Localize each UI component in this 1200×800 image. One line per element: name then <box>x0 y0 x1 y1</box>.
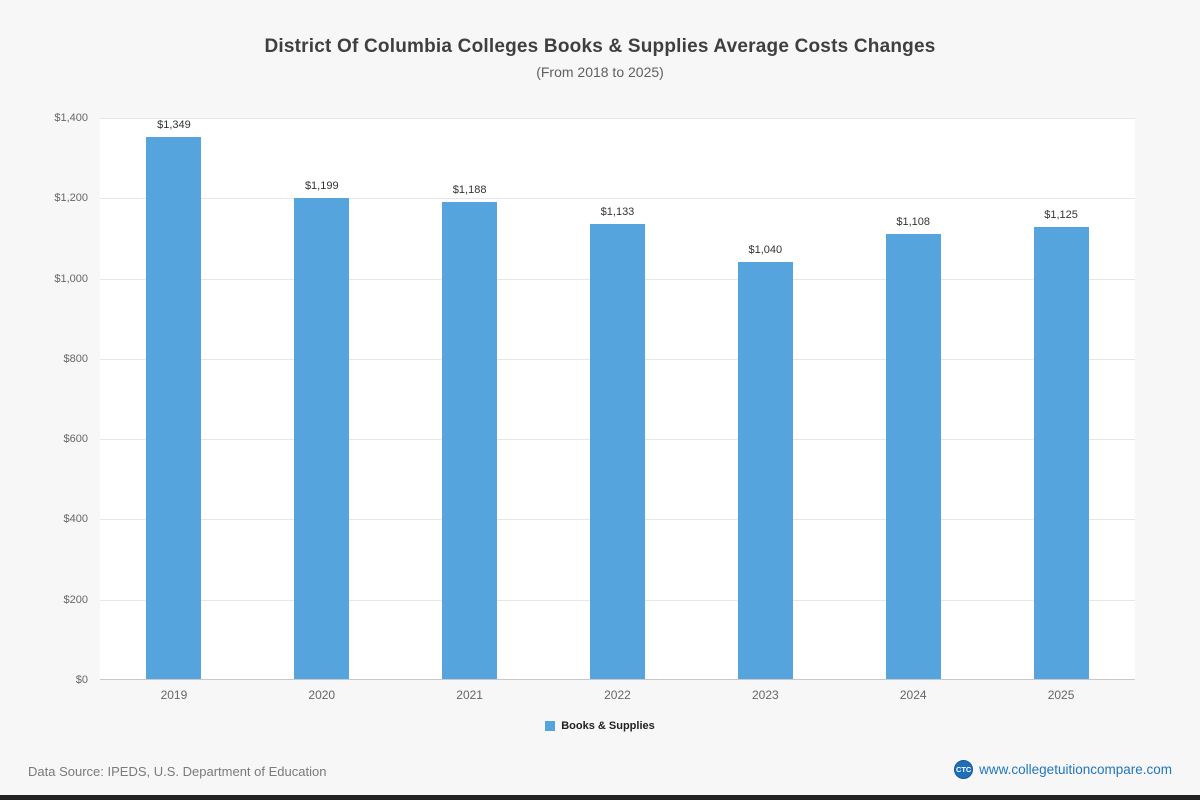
bar-value-label: $1,133 <box>600 206 635 219</box>
footer: Data Source: IPEDS, U.S. Department of E… <box>0 760 1200 790</box>
chart-title: District Of Columbia Colleges Books & Su… <box>264 36 936 57</box>
bar-value-label: $1,125 <box>1044 209 1078 222</box>
bar-value-label: $1,188 <box>452 184 487 197</box>
bar-value-label: $1,040 <box>748 243 783 256</box>
y-tick-label: $800 <box>63 352 88 365</box>
x-tick-label: 2020 <box>308 688 336 702</box>
legend-item-books-supplies[interactable]: Books & Supplies <box>0 720 1200 732</box>
bar-2021[interactable] <box>442 202 498 679</box>
y-tick-label: $1,000 <box>54 272 88 285</box>
data-source-text: Data Source: IPEDS, U.S. Department of E… <box>28 764 327 779</box>
x-tick-label: 2025 <box>1047 688 1075 702</box>
site-url: www.collegetuitioncompare.com <box>979 762 1172 777</box>
plot-area: $1,349 $1,199 $1,188 $1,133 $1,040 $1,108 $1,1… <box>100 118 1135 680</box>
y-tick-label: $1,400 <box>54 112 88 124</box>
y-tick-label: $600 <box>63 433 88 446</box>
legend-label: Books & Supplies <box>561 720 655 732</box>
bottom-strip <box>0 795 1200 800</box>
bar-value-label: $1,349 <box>157 119 191 132</box>
bar-2022[interactable] <box>590 224 645 679</box>
gridline <box>100 198 1135 200</box>
x-tick-label: 2023 <box>751 688 779 702</box>
y-axis: $0 $200 $400 $600 $800 $1,000 $1,200 $1,400 <box>0 112 94 686</box>
y-tick-label: $400 <box>63 513 88 526</box>
legend-swatch-icon <box>545 721 556 731</box>
bar-2020[interactable] <box>294 197 350 679</box>
x-tick-label: 2022 <box>604 688 631 702</box>
site-link[interactable]: CTC www.collegetuitioncompare.com <box>954 760 1172 779</box>
x-tick-label: 2019 <box>160 688 188 702</box>
chart-subtitle: (From 2018 to 2025) <box>536 64 664 80</box>
bar-2023[interactable] <box>737 261 793 679</box>
y-tick-label: $200 <box>63 593 88 606</box>
bar-2024[interactable] <box>885 234 941 679</box>
x-axis: 2019 2020 2021 2022 2023 2024 2025 <box>100 688 1135 708</box>
x-tick-label: 2024 <box>899 688 927 702</box>
gridline <box>100 118 1135 119</box>
ctc-logo-icon: CTC <box>954 760 974 779</box>
bar-value-label: $1,108 <box>896 216 931 229</box>
y-tick-label: $1,200 <box>54 192 88 205</box>
x-tick-label: 2021 <box>456 688 483 702</box>
bar-2025[interactable] <box>1033 227 1089 679</box>
bar-value-label: $1,199 <box>304 179 339 192</box>
bar-2019[interactable] <box>146 137 202 679</box>
y-tick-label: $0 <box>75 674 88 686</box>
